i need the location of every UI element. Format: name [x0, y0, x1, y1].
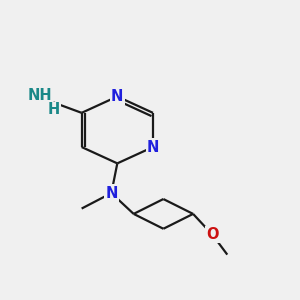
Text: H: H: [48, 102, 60, 117]
Text: O: O: [206, 227, 219, 242]
Text: N: N: [111, 89, 124, 104]
Text: N: N: [147, 140, 159, 154]
Text: N: N: [105, 186, 118, 201]
Text: NH: NH: [27, 88, 52, 104]
